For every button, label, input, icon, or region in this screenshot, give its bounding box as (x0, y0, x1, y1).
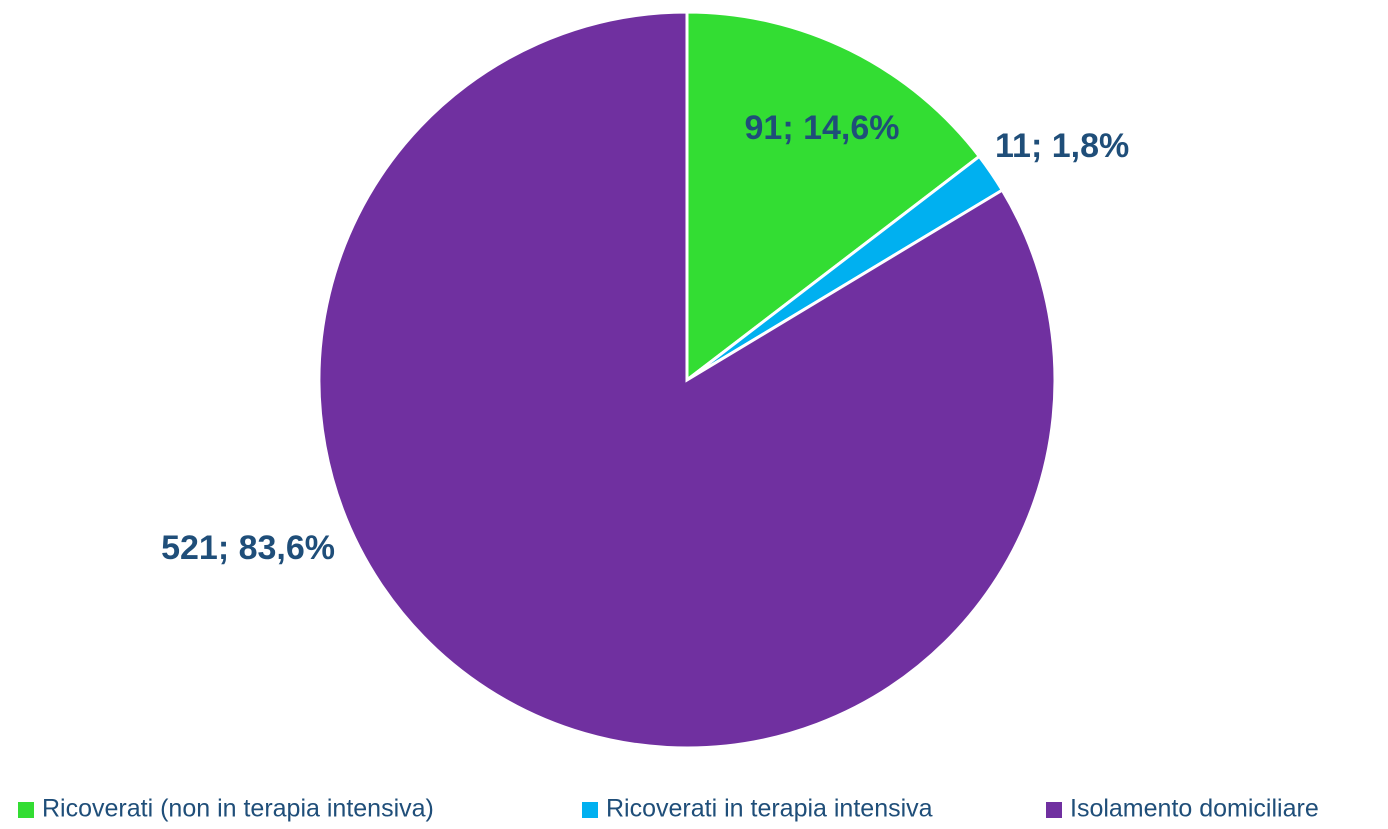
data-label: 91; 14,6% (745, 109, 900, 147)
pie-slice (685, 10, 982, 384)
legend-swatch (582, 802, 598, 818)
pie-slice (317, 10, 1057, 750)
legend-label: Ricoverati (non in terapia intensiva) (42, 795, 434, 823)
legend-swatch (1046, 802, 1062, 818)
legend-label: Ricoverati in terapia intensiva (606, 795, 933, 823)
data-label: 521; 83,6% (161, 529, 335, 567)
legend-label: Isolamento domiciliare (1070, 795, 1319, 823)
data-label: 11; 1,8% (995, 127, 1129, 165)
legend-swatch (18, 802, 34, 818)
